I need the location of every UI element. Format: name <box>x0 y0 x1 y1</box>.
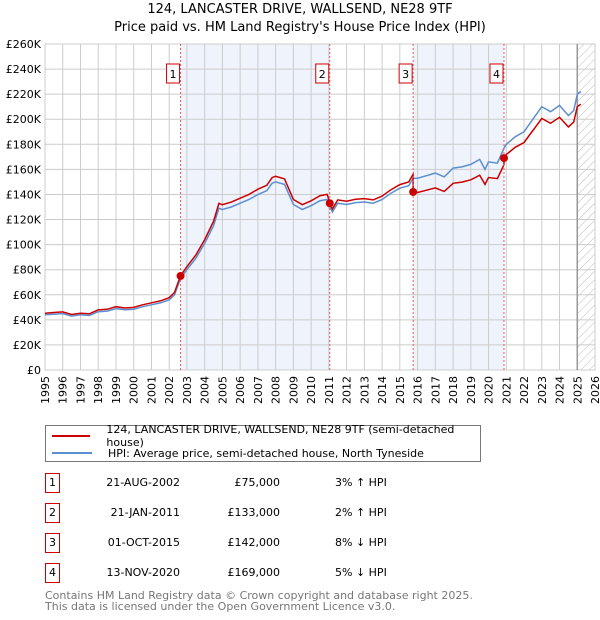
y-tick-label: £260K <box>6 38 42 51</box>
y-tick-label: £60K <box>13 289 42 302</box>
x-tick-label: 2008 <box>270 376 283 404</box>
sale-date: 21-JAN-2011 <box>110 506 180 519</box>
y-tick-label: £140K <box>6 188 42 201</box>
sale-row: 4 13-NOV-2020 £169,000 5% ↓ HPI <box>45 563 445 583</box>
footer-copyright: Contains HM Land Registry data © Crown c… <box>45 589 473 602</box>
legend-item-hpi: HPI: Average price, semi-detached house,… <box>46 445 424 461</box>
x-tick-label: 2007 <box>252 376 265 404</box>
shade-region <box>413 44 504 370</box>
sale-point <box>176 271 185 280</box>
x-tick-label: 2011 <box>323 376 336 404</box>
x-tick-label: 2023 <box>536 376 549 404</box>
x-tick-label: 1998 <box>92 376 105 404</box>
x-tick-label: 2001 <box>145 376 158 404</box>
plot-frame <box>44 43 596 371</box>
sale-number: 1 <box>45 473 60 493</box>
sale-price: £142,000 <box>227 536 281 549</box>
sale-point <box>499 154 508 163</box>
y-tick-label: £0 <box>27 364 41 377</box>
y-tick-label: £200K <box>6 113 42 126</box>
sale-row: 1 21-AUG-2002 £75,000 3% ↑ HPI <box>45 473 445 493</box>
x-tick-label: 2019 <box>465 376 478 404</box>
x-tick-label: 2017 <box>429 376 442 404</box>
sale-label: 4 <box>493 68 500 81</box>
legend-swatch-hpi <box>52 452 92 454</box>
y-tick-label: £240K <box>6 63 42 76</box>
chart-title: 124, LANCASTER DRIVE, WALLSEND, NE28 9TF <box>147 2 453 17</box>
x-tick-label: 1996 <box>57 376 70 404</box>
footer-licence: This data is licensed under the Open Gov… <box>45 600 396 613</box>
y-tick-label: £160K <box>6 163 42 176</box>
sale-date: 21-AUG-2002 <box>106 476 180 489</box>
sale-price: £75,000 <box>234 476 281 489</box>
x-tick-label: 2005 <box>216 376 229 404</box>
legend: 124, LANCASTER DRIVE, WALLSEND, NE28 9TF… <box>45 423 481 462</box>
x-tick-label: 2003 <box>181 376 194 404</box>
y-tick-label: £180K <box>6 138 42 151</box>
x-tick-label: 2014 <box>376 376 389 404</box>
x-tick-label: 1995 <box>39 376 52 404</box>
legend-label-hpi: HPI: Average price, semi-detached house,… <box>108 446 424 460</box>
x-tick-label: 2004 <box>199 376 212 404</box>
x-tick-label: 1997 <box>74 376 87 404</box>
sale-label-box <box>166 63 181 84</box>
sale-hpi-diff: 5% ↓ HPI <box>335 566 387 579</box>
sale-date: 01-OCT-2015 <box>107 536 180 549</box>
x-tick-label: 1999 <box>110 376 123 404</box>
sale-row: 3 01-OCT-2015 £142,000 8% ↓ HPI <box>45 533 445 553</box>
sale-label: 3 <box>402 68 409 81</box>
sale-point <box>325 199 334 208</box>
y-tick-label: £120K <box>6 214 42 227</box>
sale-label-box <box>398 63 413 84</box>
x-tick-label: 2012 <box>341 376 354 404</box>
x-tick-label: 2020 <box>483 376 496 404</box>
x-tick-label: 2016 <box>412 376 425 404</box>
hpi-line <box>44 90 582 317</box>
sale-date: 13-NOV-2020 <box>106 566 180 579</box>
sale-hpi-diff: 8% ↓ HPI <box>335 536 387 549</box>
sale-price: £133,000 <box>227 506 281 519</box>
x-tick-label: 2015 <box>394 376 407 404</box>
x-tick-label: 2013 <box>358 376 371 404</box>
forecast-hatch <box>577 44 595 370</box>
x-tick-label: 2024 <box>554 376 567 404</box>
x-tick-label: 2010 <box>305 376 318 404</box>
y-tick-label: £20K <box>13 339 42 352</box>
sale-label-box <box>315 63 330 84</box>
sale-label-box <box>489 63 504 84</box>
x-tick-label: 2022 <box>518 376 531 404</box>
sale-price: £169,000 <box>227 566 281 579</box>
sale-label: 2 <box>319 68 326 81</box>
x-tick-label: 2000 <box>128 376 141 404</box>
x-tick-label: 2018 <box>447 376 460 404</box>
sale-label: 1 <box>170 68 177 81</box>
sale-number: 4 <box>45 563 60 583</box>
x-tick-label: 2021 <box>500 376 513 404</box>
x-tick-label: 2002 <box>163 376 176 404</box>
sale-point <box>409 187 418 196</box>
x-tick-label: 2026 <box>589 376 600 404</box>
sale-row: 2 21-JAN-2011 £133,000 2% ↑ HPI <box>45 503 445 523</box>
y-tick-label: £80K <box>13 264 42 277</box>
legend-label-price: 124, LANCASTER DRIVE, WALLSEND, NE28 9TF… <box>106 423 455 449</box>
sale-hpi-diff: 3% ↑ HPI <box>335 476 387 489</box>
x-tick-label: 2006 <box>234 376 247 404</box>
legend-item-price: 124, LANCASTER DRIVE, WALLSEND, NE28 9TF… <box>46 423 480 449</box>
sale-number: 2 <box>45 503 60 523</box>
x-tick-label: 2025 <box>571 376 584 404</box>
x-tick-label: 2009 <box>287 376 300 404</box>
y-tick-label: £40K <box>13 314 42 327</box>
y-tick-label: £100K <box>6 239 42 252</box>
sale-hpi-diff: 2% ↑ HPI <box>335 506 387 519</box>
price-chart: 1 2 3 4 1995 1996 1997 1998 1999 2000 2001 2002 2003… <box>6 38 600 404</box>
shade-region <box>180 44 330 370</box>
y-tick-label: £220K <box>6 88 42 101</box>
legend-swatch-price <box>52 435 91 437</box>
sale-number: 3 <box>45 533 60 553</box>
chart-subtitle: Price paid vs. HM Land Registry's House … <box>114 20 486 35</box>
